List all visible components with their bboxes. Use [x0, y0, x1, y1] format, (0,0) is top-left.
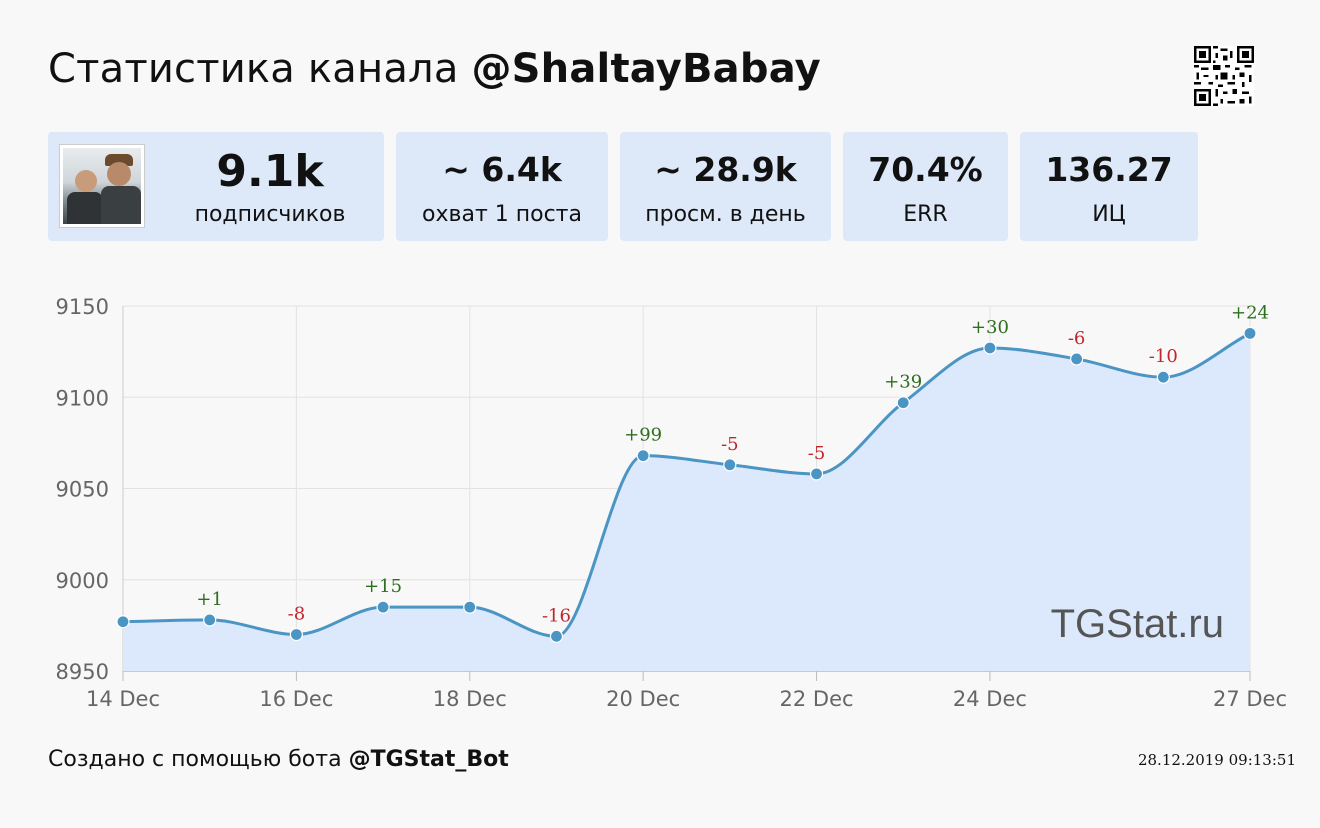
footer-note: Создано с помощью бота @TGStat_Bot — [48, 747, 509, 772]
qr-code-icon — [1194, 46, 1254, 106]
subscribers-value: 9.1k — [216, 146, 324, 197]
data-label: +39 — [884, 372, 922, 393]
data-label: +1 — [196, 589, 223, 610]
data-point — [116, 615, 130, 629]
data-point — [809, 467, 824, 481]
data-label: +15 — [364, 576, 402, 597]
citation-card: 136.27 ИЦ — [1020, 132, 1198, 241]
reach-card: ~ 6.4k охват 1 поста — [396, 132, 608, 241]
data-point — [549, 629, 564, 643]
data-point — [1156, 370, 1170, 384]
subscribers-label: подписчиков — [194, 202, 346, 227]
x-tick-label: 20 Dec — [606, 687, 680, 711]
data-label: -5 — [721, 434, 739, 455]
daily-views-value: ~ 28.9k — [654, 150, 797, 189]
area-fill — [123, 333, 1250, 671]
data-point — [896, 396, 910, 410]
data-point — [636, 449, 650, 463]
y-tick-label: 9000 — [56, 569, 109, 593]
data-label: +30 — [971, 317, 1009, 338]
err-value: 70.4% — [868, 150, 983, 189]
x-tick-label: 14 Dec — [86, 687, 160, 711]
x-tick-label: 24 Dec — [953, 687, 1027, 711]
reach-label: охват 1 поста — [422, 202, 582, 227]
x-tick-label: 22 Dec — [780, 687, 854, 711]
daily-views-card: ~ 28.9k просм. в день — [620, 132, 831, 241]
data-label: -16 — [542, 605, 571, 626]
err-label: ERR — [903, 202, 948, 227]
data-point — [1070, 352, 1084, 366]
subscribers-card: 9.1k подписчиков — [48, 132, 384, 241]
data-label: +99 — [624, 425, 662, 446]
data-point — [723, 458, 737, 472]
reach-value: ~ 6.4k — [442, 150, 562, 189]
page-title: Статистика канала @ShaltayBabay — [48, 46, 821, 92]
data-label: -10 — [1149, 346, 1178, 367]
x-tick-label: 18 Dec — [433, 687, 507, 711]
bot-handle[interactable]: @TGStat_Bot — [348, 747, 509, 772]
channel-photo — [63, 148, 141, 224]
data-label: -6 — [1068, 328, 1086, 349]
channel-handle: @ShaltayBabay — [471, 46, 821, 92]
data-label: -8 — [288, 604, 306, 625]
citation-label: ИЦ — [1092, 202, 1126, 227]
y-tick-label: 9150 — [56, 295, 109, 319]
citation-value: 136.27 — [1045, 150, 1173, 189]
daily-views-label: просм. в день — [645, 202, 806, 227]
avatar — [59, 144, 145, 228]
x-tick-label: 27 Dec — [1213, 687, 1287, 711]
x-tick-label: 16 Dec — [259, 687, 333, 711]
y-tick-label: 9100 — [56, 386, 109, 410]
data-point — [289, 627, 303, 642]
data-point — [376, 600, 390, 614]
data-point — [463, 600, 477, 614]
y-tick-label: 8950 — [56, 660, 109, 684]
footer-created-text: Создано с помощью бота — [48, 747, 349, 772]
data-label: -5 — [808, 443, 826, 464]
watermark: TGStat.ru — [1051, 602, 1224, 646]
data-label: +24 — [1231, 302, 1269, 323]
data-point — [203, 613, 217, 627]
y-tick-label: 9050 — [56, 478, 109, 502]
data-point — [983, 341, 997, 355]
title-prefix: Статистика канала — [48, 46, 472, 92]
err-card: 70.4% ERR — [843, 132, 1008, 241]
data-point — [1243, 326, 1257, 340]
timestamp: 28.12.2019 09:13:51 — [1137, 751, 1296, 769]
series-line — [122, 332, 1251, 638]
